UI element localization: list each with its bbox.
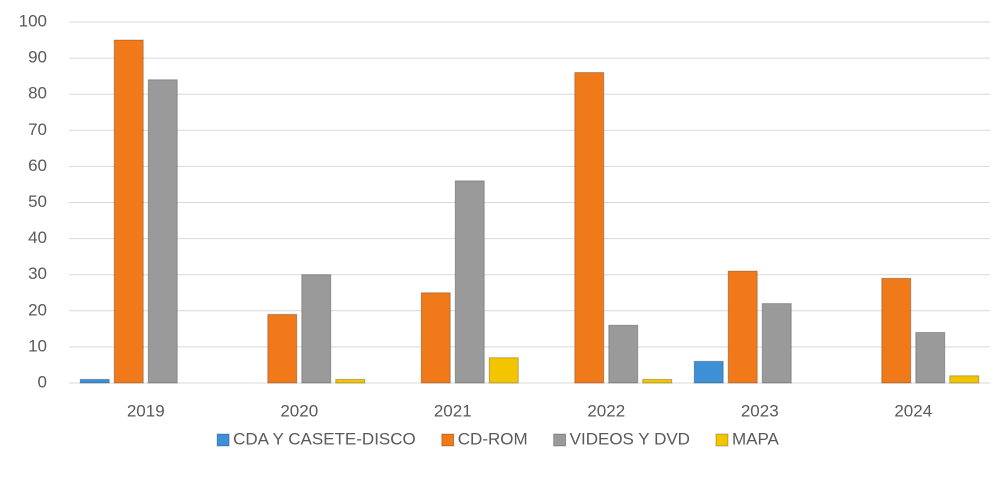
- legend-label: CD-ROM: [458, 429, 528, 448]
- bar: [420, 292, 451, 384]
- bar: [693, 360, 724, 384]
- bar: [574, 72, 605, 384]
- y-tick-label: 90: [28, 48, 47, 67]
- y-tick-label: 80: [28, 84, 47, 103]
- y-tick-label: 20: [28, 300, 47, 319]
- y-tick-label: 0: [38, 372, 47, 391]
- bar: [267, 313, 298, 384]
- bar: [147, 79, 178, 384]
- legend-swatch: [553, 433, 567, 447]
- bar: [488, 357, 519, 384]
- legend-swatch: [216, 433, 230, 447]
- bar: [881, 277, 912, 384]
- y-tick-label: 40: [28, 228, 47, 247]
- x-tick-label: 2023: [741, 401, 779, 420]
- bar: [113, 39, 144, 384]
- bar: [642, 378, 673, 384]
- legend-label: CDA Y CASETE-DISCO: [233, 429, 416, 448]
- bar: [608, 324, 639, 384]
- bar: [727, 270, 758, 384]
- x-tick-label: 2022: [587, 401, 625, 420]
- y-tick-label: 50: [28, 192, 47, 211]
- bar: [454, 180, 485, 384]
- bar: [915, 331, 946, 384]
- bar: [335, 378, 366, 384]
- legend-swatch: [715, 433, 729, 447]
- bar: [761, 303, 792, 384]
- y-tick-label: 30: [28, 264, 47, 283]
- y-tick-label: 60: [28, 156, 47, 175]
- y-tick-label: 70: [28, 120, 47, 139]
- bar: [79, 378, 110, 384]
- legend-swatch: [441, 433, 455, 447]
- bar: [949, 375, 980, 384]
- x-tick-label: 2019: [127, 401, 165, 420]
- x-tick-label: 2020: [280, 401, 318, 420]
- bar: [301, 274, 332, 384]
- x-tick-label: 2024: [894, 401, 932, 420]
- legend-label: MAPA: [732, 429, 780, 448]
- legend-label: VIDEOS Y DVD: [570, 429, 690, 448]
- y-tick-label: 100: [19, 11, 47, 30]
- x-tick-label: 2021: [434, 401, 472, 420]
- y-tick-label: 10: [28, 336, 47, 355]
